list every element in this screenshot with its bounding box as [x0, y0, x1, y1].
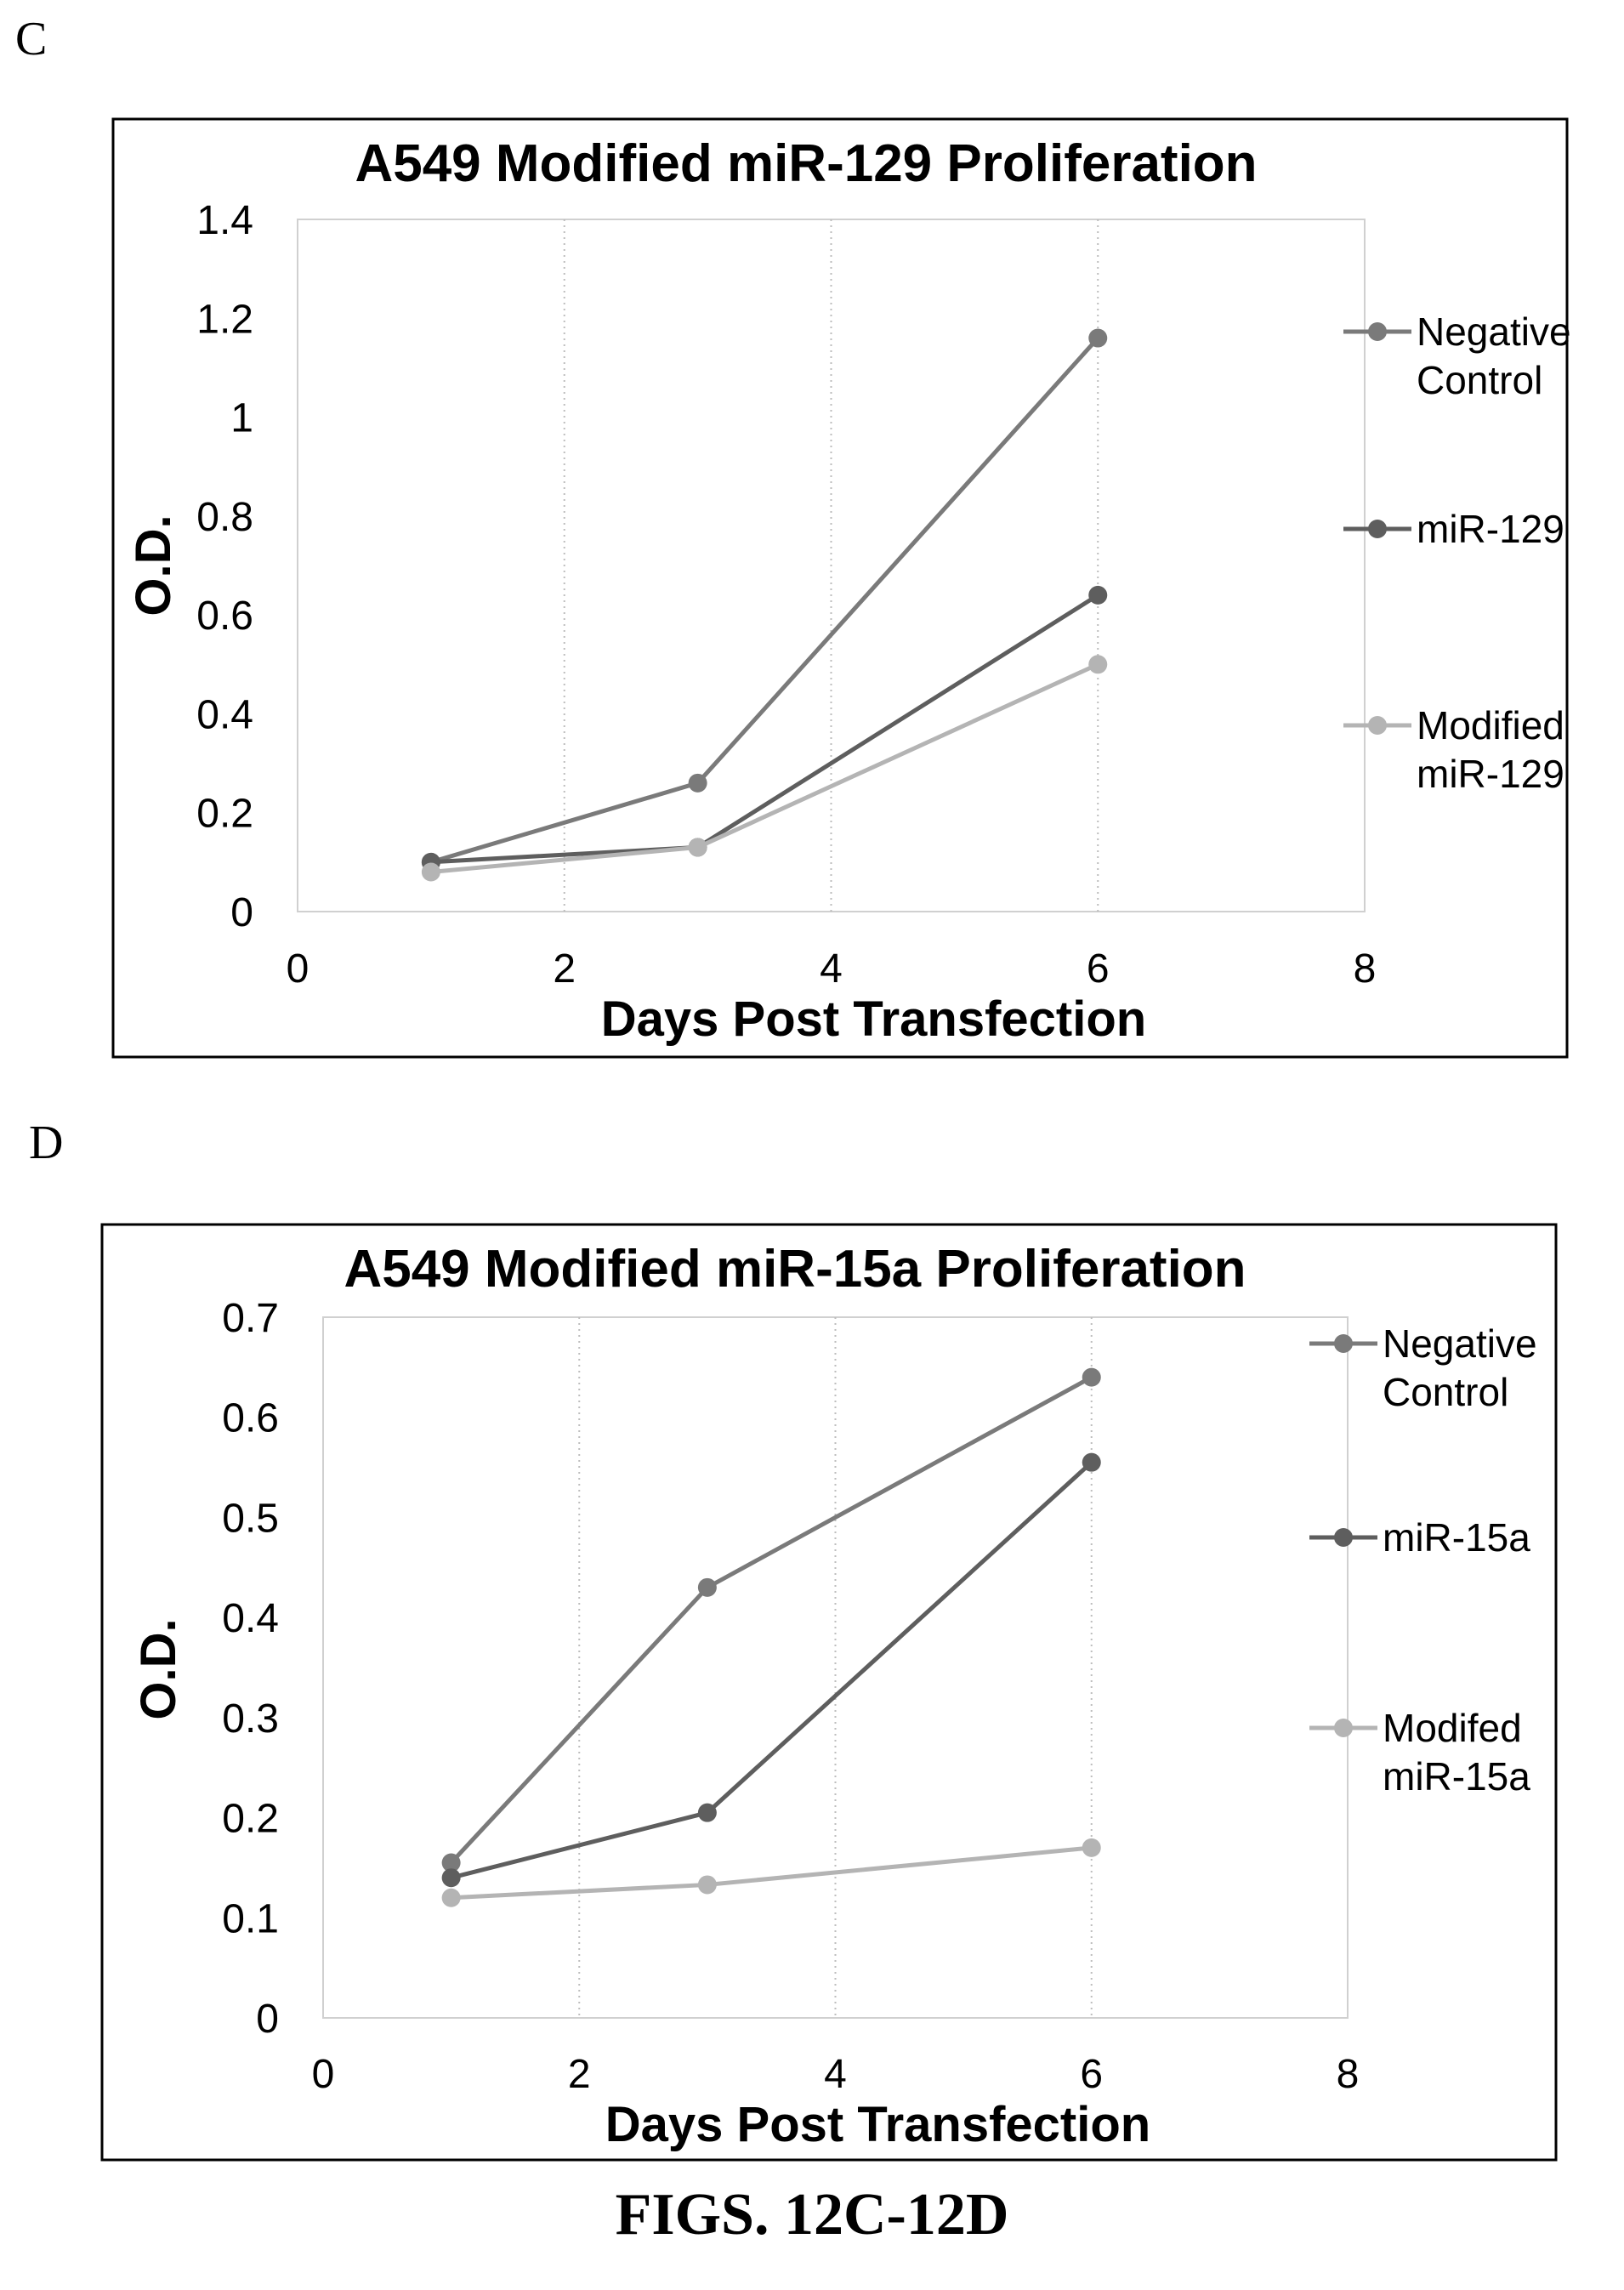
- chart-c-y-tick-label: 0.8: [196, 495, 253, 540]
- chart-c-legend-marker: [1368, 520, 1387, 538]
- chart-c-x-axis-label: Days Post Transfection: [601, 992, 1146, 1047]
- chart-c-legend-label: Negative: [1417, 310, 1571, 354]
- chart-c-x-tick-label: 2: [553, 946, 576, 992]
- chart-d-data-point: [697, 1875, 717, 1895]
- chart-c-data-point: [421, 862, 440, 882]
- chart-c-x-tick-label: 8: [1354, 946, 1377, 992]
- chart-c-data-point: [688, 773, 707, 793]
- chart-c-x-tick-label: 4: [820, 946, 843, 992]
- chart-d-y-tick-label: 0.7: [222, 1296, 279, 1341]
- chart-c-data-point: [688, 838, 707, 857]
- chart-c-x-tick-label: 6: [1087, 946, 1110, 992]
- chart-d-x-tick-label: 8: [1337, 2052, 1360, 2097]
- chart-d-y-tick-label: 0.1: [222, 1896, 279, 1941]
- chart-d-legend-marker: [1334, 1528, 1353, 1547]
- chart-c: A549 Modified miR-129 Proliferation 0 0.2 0…: [111, 117, 1571, 1059]
- chart-d-data-point: [1082, 1838, 1101, 1857]
- chart-c-legend-label: Control: [1417, 358, 1542, 402]
- chart-d-frame: [100, 1223, 1558, 2162]
- chart-c-data-point: [1088, 585, 1108, 605]
- chart-d-data-point: [441, 1853, 461, 1872]
- chart-d-legend-marker: [1334, 1719, 1353, 1737]
- chart-c-legend-marker: [1368, 716, 1387, 735]
- chart-d-data-point: [1082, 1452, 1101, 1472]
- chart-d-legend-label: miR-15a: [1383, 1754, 1530, 1798]
- chart-d: A549 Modified miR-15a Proliferation 0 0.1 0…: [100, 1223, 1558, 2162]
- chart-d-y-tick-label: 0: [256, 1997, 279, 2042]
- chart-c-y-tick-label: 0.4: [196, 692, 253, 737]
- chart-d-y-tick-label: 0.4: [222, 1596, 279, 1641]
- chart-c-y-axis-label: O.D.: [126, 514, 181, 616]
- chart-c-frame: [111, 117, 1569, 1059]
- panel-label-d: D: [29, 1117, 64, 1169]
- chart-c-legend-label: Modified: [1417, 703, 1564, 747]
- chart-c-y-tick-label: 1.2: [196, 297, 253, 342]
- chart-d-x-tick-label: 4: [824, 2052, 847, 2097]
- chart-d-legend-label: miR-15a: [1383, 1515, 1530, 1560]
- chart-d-series-line: [451, 1460, 1093, 1880]
- chart-d-x-axis-label: Days Post Transfection: [605, 2097, 1150, 2152]
- chart-c-x-tick-label: 0: [287, 946, 309, 992]
- chart-d-x-tick-label: 2: [568, 2052, 591, 2097]
- chart-d-x-tick-label: 0: [312, 2052, 335, 2097]
- chart-c-data-point: [1088, 655, 1108, 674]
- chart-c-y-tick-label: 0: [230, 890, 253, 935]
- chart-d-data-point: [441, 1868, 461, 1888]
- chart-c-legend-label: miR-129: [1417, 752, 1564, 796]
- chart-c-y-tick-label: 1: [230, 396, 253, 441]
- chart-d-series-line: [449, 1375, 1093, 1865]
- chart-c-y-tick-label: 0.6: [196, 594, 253, 639]
- chart-d-data-point: [697, 1803, 717, 1822]
- chart-d-y-tick-label: 0.2: [222, 1797, 279, 1842]
- chart-d-data-point: [1082, 1367, 1101, 1387]
- chart-d-data-point: [697, 1577, 717, 1597]
- chart-d-y-tick-label: 0.6: [222, 1396, 279, 1441]
- chart-d-y-axis-label: O.D.: [131, 1618, 186, 1719]
- chart-c-y-tick-label: 1.4: [196, 198, 253, 243]
- chart-c-title: A549 Modified miR-129 Proliferation: [355, 134, 1257, 193]
- chart-d-legend-marker: [1334, 1334, 1353, 1353]
- chart-d-title: A549 Modified miR-15a Proliferation: [344, 1240, 1246, 1298]
- chart-d-x-tick-label: 6: [1080, 2052, 1103, 2097]
- chart-d-legend-label: Modifed: [1383, 1706, 1522, 1750]
- chart-d-legend-label: Negative: [1383, 1321, 1537, 1366]
- figure-caption: FIGS. 12C-12D: [615, 2182, 1009, 2247]
- panel-label-c: C: [15, 13, 48, 65]
- chart-d-data-point: [441, 1888, 461, 1907]
- chart-c-y-tick-label: 0.2: [196, 792, 253, 837]
- chart-d-legend-label: Control: [1383, 1370, 1508, 1414]
- chart-c-legend-marker: [1368, 322, 1387, 341]
- chart-d-y-tick-label: 0.3: [222, 1696, 279, 1742]
- chart-c-data-point: [1088, 328, 1108, 348]
- chart-d-y-tick-label: 0.5: [222, 1496, 279, 1541]
- chart-c-legend-label: miR-129: [1417, 507, 1564, 551]
